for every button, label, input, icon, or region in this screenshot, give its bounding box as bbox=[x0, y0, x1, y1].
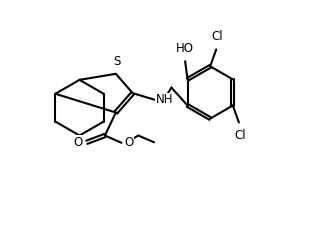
Text: Cl: Cl bbox=[234, 129, 246, 142]
Text: NH: NH bbox=[156, 93, 173, 106]
Text: O: O bbox=[124, 136, 134, 149]
Text: Cl: Cl bbox=[212, 30, 223, 43]
Text: HO: HO bbox=[176, 42, 194, 55]
Text: S: S bbox=[113, 55, 121, 68]
Text: O: O bbox=[73, 136, 82, 149]
